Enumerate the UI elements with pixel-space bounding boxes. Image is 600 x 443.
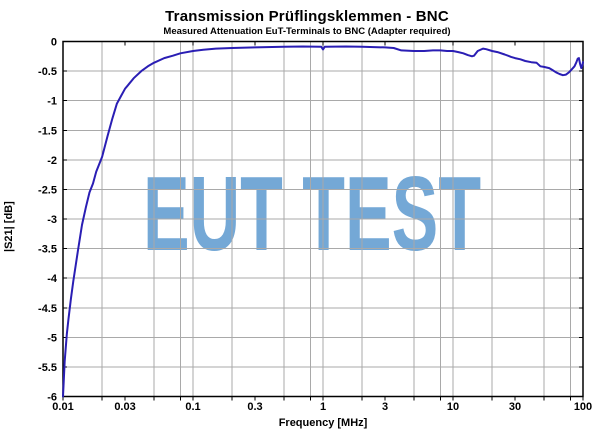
- x-tick-label: 0.01: [52, 401, 73, 413]
- x-tick-label: 30: [509, 401, 521, 413]
- x-tick-label: 0.1: [185, 401, 200, 413]
- y-tick-label: -6: [47, 392, 57, 404]
- y-tick-label: -5.5: [38, 362, 57, 374]
- y-tick-label: -4.5: [38, 303, 57, 315]
- y-tick-label: -1: [47, 96, 57, 108]
- y-tick-label: -1.5: [38, 125, 57, 137]
- x-tick-label: 100: [574, 401, 592, 413]
- y-tick-label: -2.5: [38, 184, 57, 196]
- x-tick-label: 10: [447, 401, 459, 413]
- plot-frame: [62, 40, 584, 398]
- y-tick-label: -5: [47, 332, 57, 344]
- y-tick-label: -3: [47, 214, 57, 226]
- x-tick-label: 0.3: [247, 401, 262, 413]
- chart-title: Transmission Prüflingsklemmen - BNC: [165, 8, 449, 25]
- s21-curve: [62, 45, 584, 398]
- x-tick-label: 0.03: [114, 401, 135, 413]
- watermark-text: EUT TEST: [143, 156, 481, 274]
- y-tick-label: -3.5: [38, 244, 57, 256]
- y-tick-label: 0: [51, 37, 57, 49]
- y-tick-label: -2: [47, 155, 57, 167]
- y-tick-label: -0.5: [38, 66, 57, 78]
- y-tick-label: -4: [47, 273, 58, 285]
- x-tick-label: 3: [382, 401, 388, 413]
- x-tick-label: 1: [320, 401, 326, 413]
- x-axis-label: Frequency [MHz]: [278, 417, 368, 429]
- chart-subtitle: Measured Attenuation EuT-Terminals to BN…: [163, 26, 451, 37]
